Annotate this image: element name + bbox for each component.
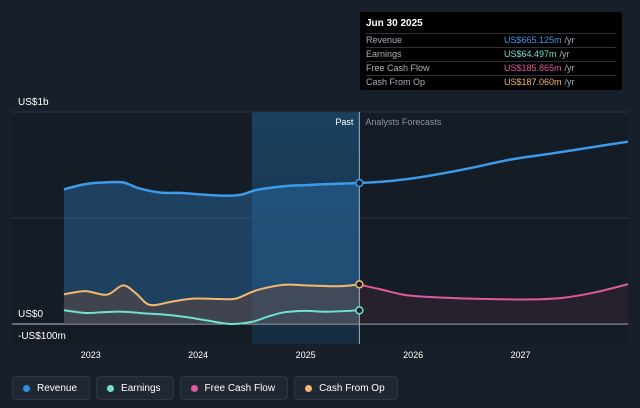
revenue-marker — [355, 178, 364, 188]
tooltip-value: US$64.497m — [504, 49, 557, 59]
tooltip-label: Revenue — [366, 35, 403, 45]
tooltip-unit: /yr — [564, 35, 575, 45]
earnings-line — [63, 309, 360, 326]
y-label-bottom: -US$100m — [18, 331, 66, 342]
x-tick-label: 2026 — [403, 350, 423, 360]
revenue-line — [63, 180, 360, 197]
legend-dot-icon — [23, 384, 30, 392]
tooltip-unit: /yr — [564, 63, 575, 73]
tooltip-date: Jun 30 2025 — [366, 18, 423, 29]
x-tick-label: 2023 — [81, 350, 101, 360]
tooltip-label: Free Cash Flow — [366, 63, 430, 73]
x-tick-label: 2024 — [188, 350, 208, 360]
tooltip-unit: /yr — [564, 77, 575, 87]
free-cash-flow-area — [359, 284, 628, 324]
tooltip-value: US$665.125m — [504, 35, 562, 45]
region-label-past: Past — [335, 117, 354, 127]
cash-from-op-area — [63, 284, 360, 324]
x-axis-ticks: 2023 2024 2025 2026 2027 — [81, 350, 531, 360]
x-tick-label: 2025 — [296, 350, 316, 360]
legend-dot-icon — [107, 384, 115, 392]
tooltip-label: Cash From Op — [366, 77, 426, 87]
legend-label: Free Cash Flow — [204, 382, 276, 394]
cash-from-op-line — [63, 283, 360, 307]
tooltip-row-revenue: Revenue US$665.125m/yr — [366, 33, 616, 48]
legend-label: Revenue — [37, 382, 78, 394]
cash-from-op-marker — [355, 280, 364, 289]
tooltip-value: US$185.865m — [504, 63, 562, 73]
y-label-zero: US$0 — [18, 309, 44, 320]
earnings-marker — [355, 306, 364, 315]
data-tooltip: Jun 30 2025 Revenue US$665.125m/yr Earni… — [360, 12, 622, 90]
revenue-forecast-line — [359, 140, 629, 185]
tooltip-label: Earnings — [366, 49, 402, 59]
legend-label: Cash From Op — [319, 382, 385, 394]
legend-cash-from-op-button[interactable]: Cash From Op — [294, 376, 398, 400]
legend-label: Earnings — [121, 382, 161, 394]
y-label-top: US$1b — [18, 97, 49, 108]
revenue-area — [63, 181, 360, 324]
highlight-region — [251, 112, 360, 344]
tooltip-row-free-cash-flow: Free Cash Flow US$185.865m/yr — [366, 61, 616, 76]
tooltip-value: US$187.060m — [504, 77, 562, 87]
region-label-forecast: Analysts Forecasts — [365, 117, 442, 127]
tooltip-unit: /yr — [559, 49, 570, 59]
x-tick-label: 2027 — [511, 350, 531, 360]
chart-legend: Revenue Earnings Free Cash Flow Cash Fro… — [12, 376, 398, 400]
free-cash-flow-line — [359, 283, 629, 301]
legend-revenue-button[interactable]: Revenue — [12, 376, 91, 400]
legend-earnings-button[interactable]: Earnings — [96, 376, 174, 400]
legend-dot-icon — [190, 384, 198, 392]
legend-dot-icon — [305, 384, 313, 392]
tooltip-row-cash-from-op: Cash From Op US$187.060m/yr — [366, 75, 616, 90]
legend-free-cash-flow-button[interactable]: Free Cash Flow — [179, 376, 289, 400]
tooltip-row-earnings: Earnings US$64.497m/yr — [366, 47, 616, 62]
